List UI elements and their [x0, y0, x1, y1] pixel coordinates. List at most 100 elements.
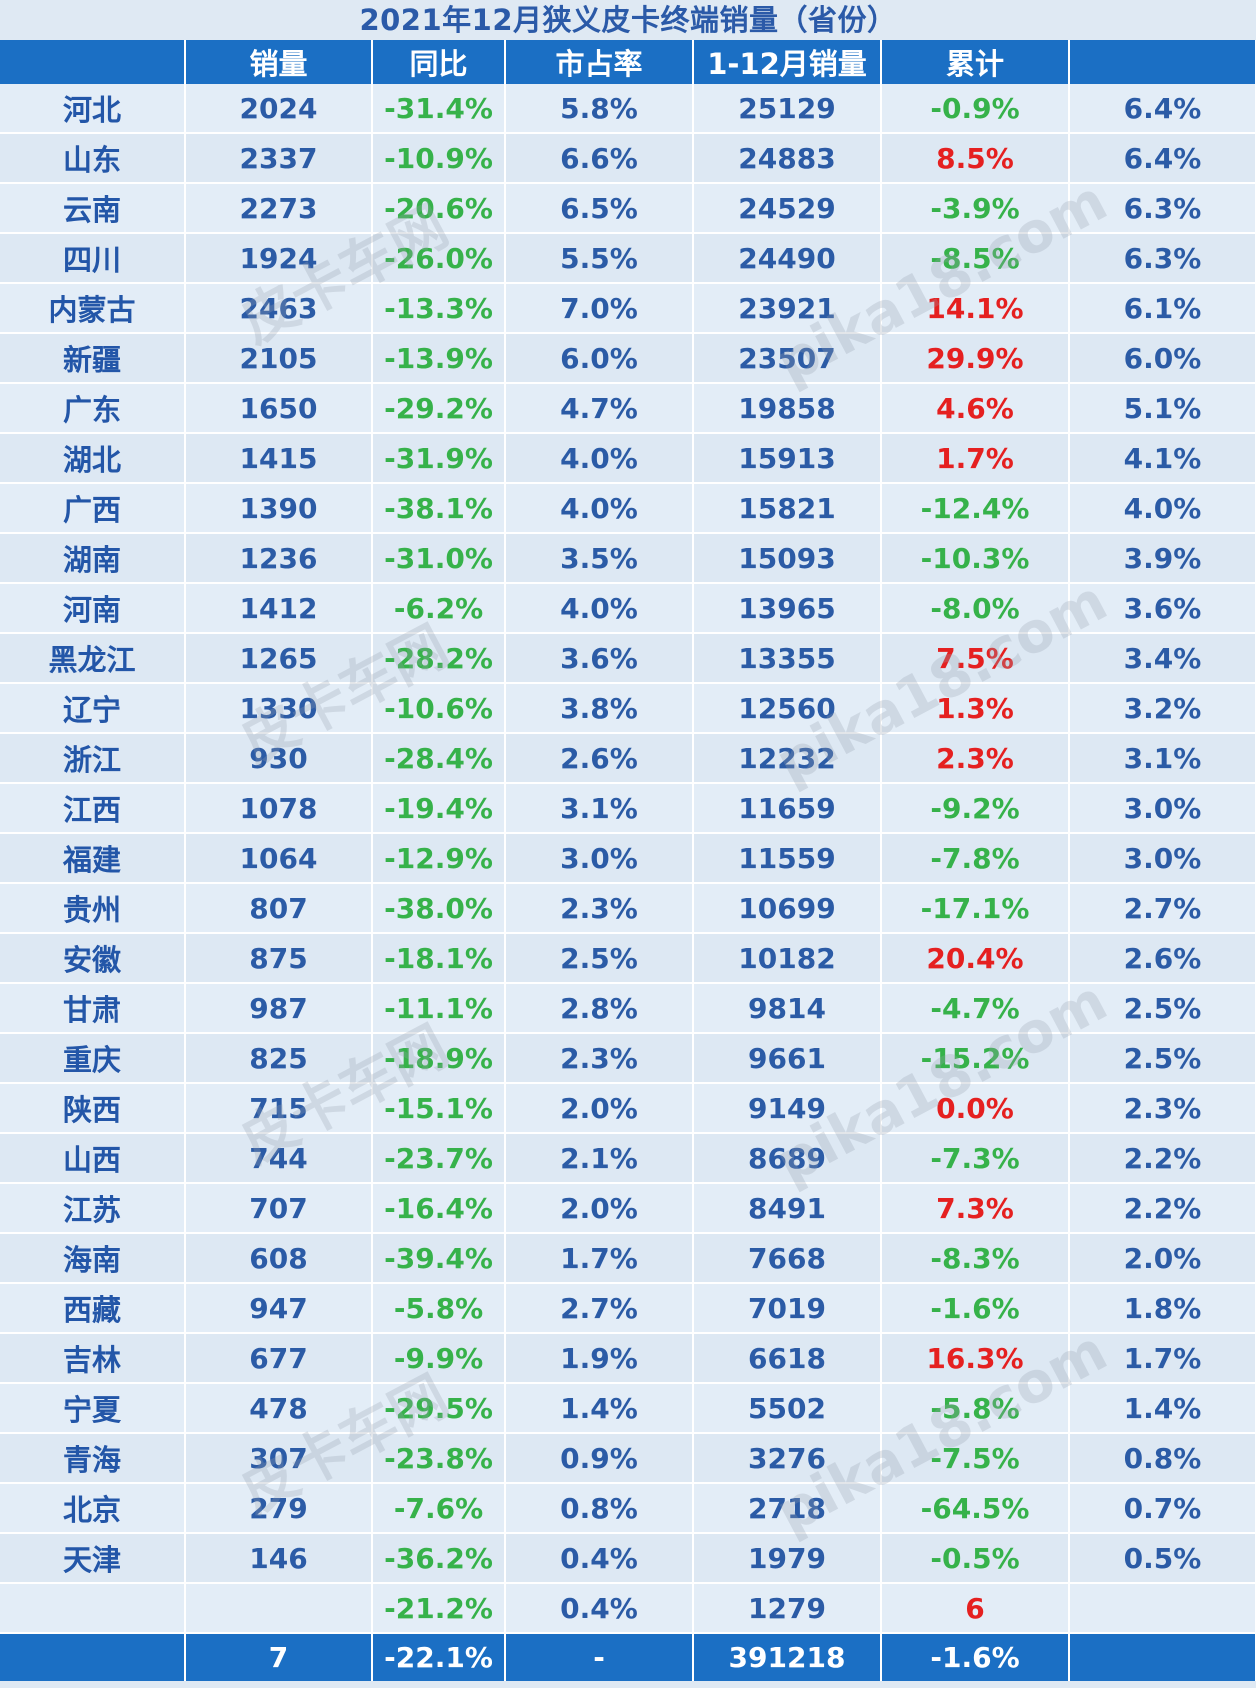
cum-cell: -9.2%	[881, 783, 1070, 834]
sales-cell: 807	[185, 883, 373, 934]
yoy-cell: -31.0%	[372, 533, 506, 584]
ytd-cell: 9149	[693, 1083, 882, 1134]
cum-cell: -8.0%	[881, 583, 1070, 634]
table-row: 内蒙古 2463 -13.3% 7.0% 23921 14.1% 6.1%	[0, 283, 1256, 334]
yoy-cell: -11.1%	[372, 983, 506, 1034]
table-row: 青海 307 -23.8% 0.9% 3276 -7.5% 0.8%	[0, 1433, 1256, 1484]
province-cell: 山西	[0, 1133, 186, 1184]
sales-cell: 825	[185, 1033, 373, 1084]
cum-share-cell: 2.6%	[1069, 933, 1256, 984]
cum-share-cell: 3.0%	[1069, 783, 1256, 834]
share-cell: 4.0%	[505, 433, 694, 484]
cum-cell: -5.8%	[881, 1383, 1070, 1434]
cum-cell: 7.5%	[881, 633, 1070, 684]
cum-cell: -10.3%	[881, 533, 1070, 584]
cum-share-cell: 2.3%	[1069, 1083, 1256, 1134]
sales-cell: 146	[185, 1533, 373, 1584]
table-row: 广东 1650 -29.2% 4.7% 19858 4.6% 5.1%	[0, 383, 1256, 434]
share-cell: 6.6%	[505, 133, 694, 184]
share-cell: 3.8%	[505, 683, 694, 734]
cum-share-cell: 3.9%	[1069, 533, 1256, 584]
share-cell: 2.8%	[505, 983, 694, 1034]
cum-share-cell: 2.2%	[1069, 1183, 1256, 1234]
ytd-cell: 8689	[693, 1133, 882, 1184]
table-row: 海南 608 -39.4% 1.7% 7668 -8.3% 2.0%	[0, 1233, 1256, 1284]
province-cell: 江苏	[0, 1183, 186, 1234]
share-cell: 0.8%	[505, 1483, 694, 1534]
province-cell: 辽宁	[0, 683, 186, 734]
province-cell: 河北	[0, 84, 186, 134]
ytd-cell: 11559	[693, 833, 882, 884]
province-cell: 北京	[0, 1483, 186, 1534]
cum-cell: -0.5%	[881, 1533, 1070, 1584]
sales-cell: 987	[185, 983, 373, 1034]
ytd-cell: 24529	[693, 183, 882, 234]
cum-share-cell: 6.1%	[1069, 283, 1256, 334]
ytd-cell: 10182	[693, 933, 882, 984]
cum-share-cell: 0.5%	[1069, 1533, 1256, 1584]
yoy-cell: -29.2%	[372, 383, 506, 434]
cum-cell: 6	[881, 1583, 1070, 1634]
sales-cell: 2463	[185, 283, 373, 334]
ytd-cell: 6618	[693, 1333, 882, 1384]
province-cell: 河南	[0, 583, 186, 634]
sales-table: 销量 同比 市占率 1-12月销量 累计 河北 2024 -31.4% 5.8% 251…	[0, 40, 1256, 1681]
table-row: 黑龙江 1265 -28.2% 3.6% 13355 7.5% 3.4%	[0, 633, 1256, 684]
ytd-cell: 13965	[693, 583, 882, 634]
cum-cell: 2.3%	[881, 733, 1070, 784]
sales-cell: 2105	[185, 333, 373, 384]
province-cell: 天津	[0, 1533, 186, 1584]
province-cell: 内蒙古	[0, 283, 186, 334]
sales-cell: 608	[185, 1233, 373, 1284]
sales-cell: 2273	[185, 183, 373, 234]
ytd-cell: 1979	[693, 1533, 882, 1584]
sales-cell: 875	[185, 933, 373, 984]
cum-share-cell	[1069, 1583, 1256, 1634]
cum-cell: -12.4%	[881, 483, 1070, 534]
cum-share-cell: 6.4%	[1069, 133, 1256, 184]
table-row: 河北 2024 -31.4% 5.8% 25129 -0.9% 6.4%	[0, 84, 1256, 134]
province-cell	[0, 1583, 186, 1634]
cum-cell: 14.1%	[881, 283, 1070, 334]
table-row: 北京 279 -7.6% 0.8% 2718 -64.5% 0.7%	[0, 1483, 1256, 1534]
header-sales: 销量	[185, 40, 373, 84]
cum-cell: -3.9%	[881, 183, 1070, 234]
ytd-cell: 15821	[693, 483, 882, 534]
yoy-cell: -23.8%	[372, 1433, 506, 1484]
sales-cell: 715	[185, 1083, 373, 1134]
table-row: 福建 1064 -12.9% 3.0% 11559 -7.8% 3.0%	[0, 833, 1256, 884]
province-cell: 贵州	[0, 883, 186, 934]
table-row: 安徽 875 -18.1% 2.5% 10182 20.4% 2.6%	[0, 933, 1256, 984]
share-cell: 2.5%	[505, 933, 694, 984]
cum-cell: -7.8%	[881, 833, 1070, 884]
cum-cell: 8.5%	[881, 133, 1070, 184]
yoy-cell: -15.1%	[372, 1083, 506, 1134]
yoy-cell: -23.7%	[372, 1133, 506, 1184]
table-row: 西藏 947 -5.8% 2.7% 7019 -1.6% 1.8%	[0, 1283, 1256, 1334]
cum-cell: -4.7%	[881, 983, 1070, 1034]
sales-cell: 707	[185, 1183, 373, 1234]
table-row: 四川 1924 -26.0% 5.5% 24490 -8.5% 6.3%	[0, 233, 1256, 284]
cum-cell: 16.3%	[881, 1333, 1070, 1384]
yoy-cell: -20.6%	[372, 183, 506, 234]
share-cell: 7.0%	[505, 283, 694, 334]
table-row: 陕西 715 -15.1% 2.0% 9149 0.0% 2.3%	[0, 1083, 1256, 1134]
total-share: -	[505, 1633, 694, 1681]
sales-cell: 930	[185, 733, 373, 784]
province-cell: 陕西	[0, 1083, 186, 1134]
share-cell: 5.8%	[505, 84, 694, 134]
sales-cell: 279	[185, 1483, 373, 1534]
cum-share-cell: 2.7%	[1069, 883, 1256, 934]
share-cell: 3.0%	[505, 833, 694, 884]
province-cell: 湖北	[0, 433, 186, 484]
sales-cell: 2337	[185, 133, 373, 184]
cum-cell: 29.9%	[881, 333, 1070, 384]
table-row: 广西 1390 -38.1% 4.0% 15821 -12.4% 4.0%	[0, 483, 1256, 534]
cum-cell: 4.6%	[881, 383, 1070, 434]
cum-share-cell: 3.1%	[1069, 733, 1256, 784]
cum-share-cell: 4.1%	[1069, 433, 1256, 484]
table-row: 河南 1412 -6.2% 4.0% 13965 -8.0% 3.6%	[0, 583, 1256, 634]
yoy-cell: -36.2%	[372, 1533, 506, 1584]
yoy-cell: -19.4%	[372, 783, 506, 834]
ytd-cell: 9814	[693, 983, 882, 1034]
